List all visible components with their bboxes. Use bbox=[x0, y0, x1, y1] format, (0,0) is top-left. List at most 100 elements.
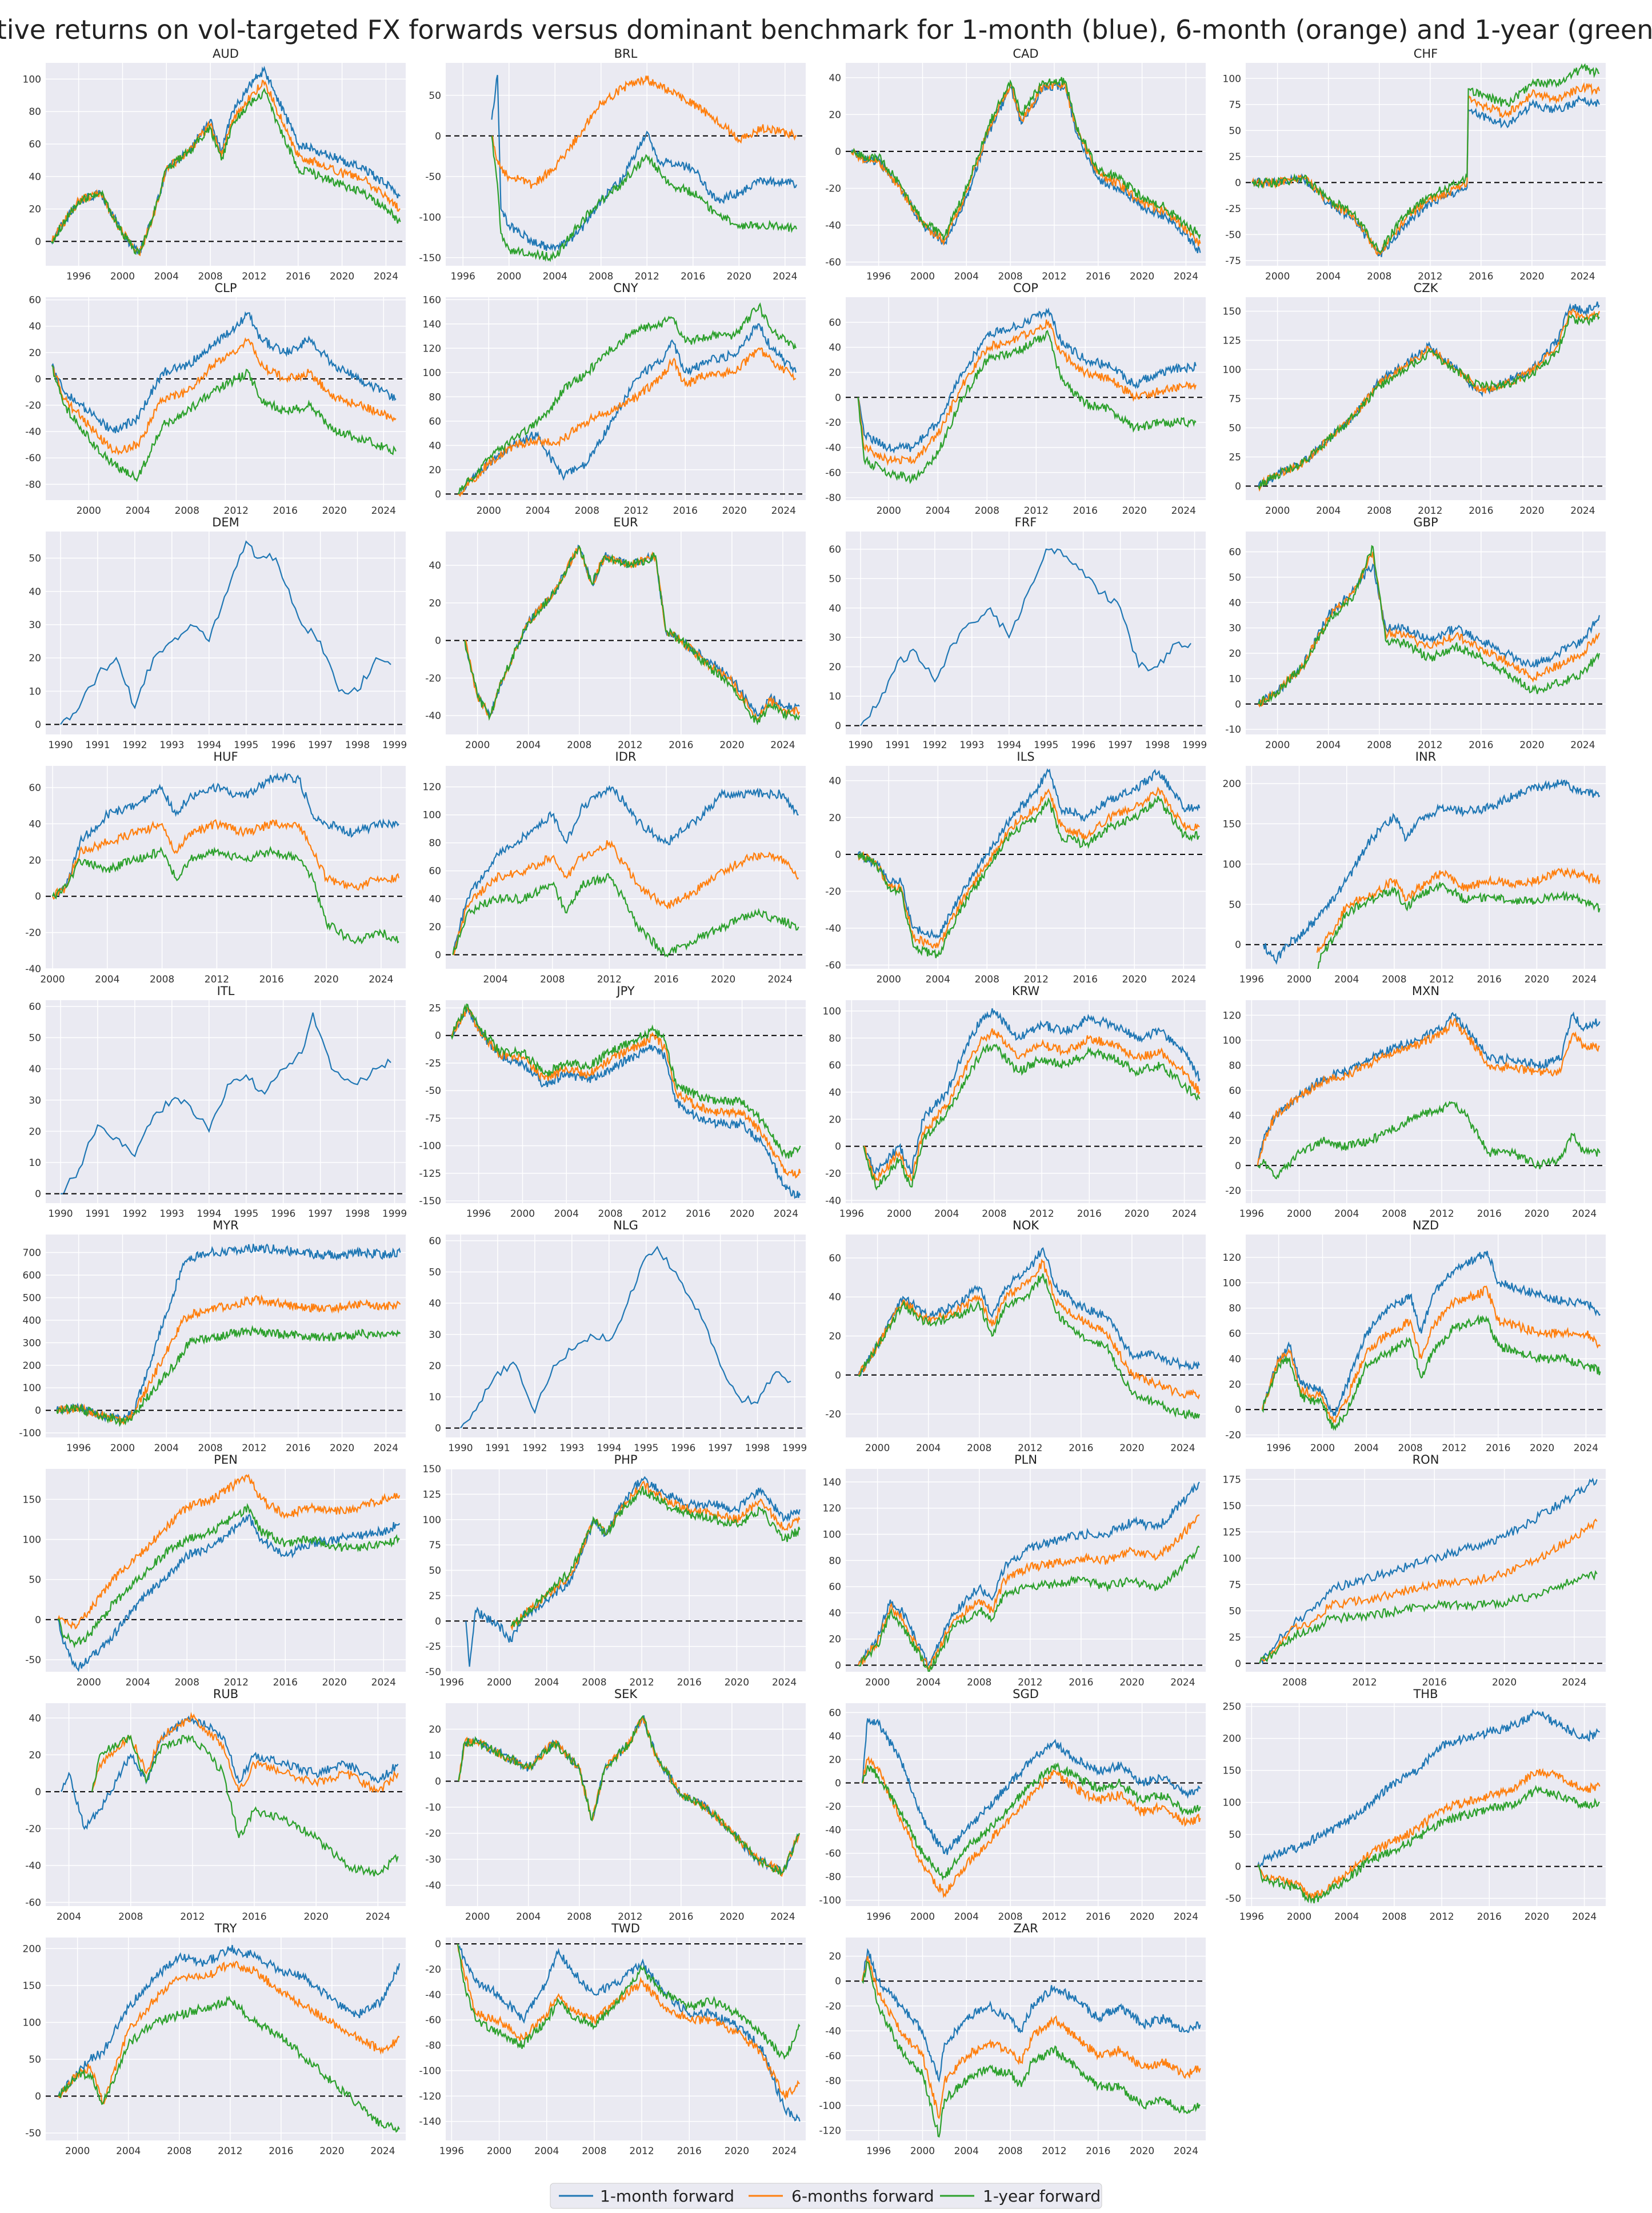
y-tick-label: 0 bbox=[435, 489, 441, 500]
panel-title: CLP bbox=[214, 281, 237, 295]
panel-thb: 1996 2000 2004 2008 2012 2016 2020 2024 -50 0 50 10… bbox=[1223, 1687, 1606, 1923]
x-tick-label: 2004 bbox=[916, 1443, 941, 1454]
x-tick-label: 1996 bbox=[1239, 1911, 1264, 1923]
y-tick-label: -20 bbox=[825, 183, 841, 194]
x-tick-label: 2016 bbox=[669, 740, 693, 751]
series-line-m6 bbox=[58, 1960, 400, 2104]
series-line-m1 bbox=[860, 548, 1191, 726]
y-tick-label: 200 bbox=[1223, 1733, 1241, 1745]
y-tick-label: 60 bbox=[429, 1236, 441, 1247]
y-tick-label: 20 bbox=[29, 1749, 41, 1761]
x-tick-label: 2024 bbox=[374, 271, 398, 282]
y-tick-label: -40 bbox=[425, 1990, 441, 2001]
x-tick-label: 2024 bbox=[774, 1208, 798, 1220]
y-tick-label: 100 bbox=[423, 810, 441, 821]
y-tick-label: 100 bbox=[823, 1529, 841, 1541]
series-line-m1 bbox=[1259, 1477, 1598, 1665]
x-tick-label: 2008 bbox=[582, 1677, 606, 1688]
x-tick-label: 2012 bbox=[624, 505, 649, 517]
x-tick-label: 1992 bbox=[922, 740, 947, 751]
x-tick-label: 1996 bbox=[439, 2146, 464, 2157]
x-tick-label: 2020 bbox=[322, 1677, 347, 1688]
y-tick-label: 20 bbox=[29, 1126, 41, 1137]
x-tick-label: 1996 bbox=[271, 740, 295, 751]
x-tick-label: 2012 bbox=[1418, 271, 1442, 282]
y-tick-label: 0 bbox=[1235, 1658, 1241, 1669]
y-tick-label: -60 bbox=[825, 468, 841, 479]
panel-title: ILS bbox=[1017, 750, 1034, 764]
x-tick-label: 2020 bbox=[730, 1208, 754, 1220]
y-tick-label: 50 bbox=[429, 1565, 441, 1577]
x-tick-label: 1992 bbox=[122, 1208, 147, 1220]
y-tick-label: 0 bbox=[835, 1660, 841, 1672]
x-tick-label: 2016 bbox=[242, 1911, 266, 1923]
x-tick-label: 2016 bbox=[1477, 974, 1502, 985]
panel-title: GBP bbox=[1413, 516, 1438, 529]
panel-mxn: 1996 2000 2004 2008 2012 2016 2020 2024 -20 0 20 40… bbox=[1223, 984, 1606, 1220]
y-tick-label: -40 bbox=[825, 220, 841, 231]
x-tick-label: 2008 bbox=[967, 1443, 991, 1454]
y-tick-label: -40 bbox=[825, 442, 841, 454]
panel-title: BRL bbox=[614, 47, 638, 61]
x-tick-label: 2020 bbox=[725, 2146, 749, 2157]
y-tick-label: -125 bbox=[419, 1168, 441, 1180]
x-tick-label: 2020 bbox=[304, 1911, 329, 1923]
x-tick-label: 2020 bbox=[725, 1677, 749, 1688]
panel-dem: 1990 1991 1992 1993 1994 1995 1996 1997 1998 1999… bbox=[29, 516, 407, 751]
x-tick-label: 1990 bbox=[448, 1443, 473, 1454]
panel-title: RUB bbox=[213, 1687, 238, 1701]
y-tick-label: 40 bbox=[1229, 597, 1241, 609]
series-line-y1 bbox=[1317, 882, 1601, 969]
series-line-m6 bbox=[1257, 1768, 1601, 1901]
y-tick-label: 500 bbox=[23, 1292, 41, 1304]
x-tick-label: 2024 bbox=[1170, 1443, 1195, 1454]
y-tick-label: 100 bbox=[23, 1383, 41, 1394]
x-tick-label: 1992 bbox=[122, 740, 147, 751]
y-tick-label: -20 bbox=[425, 1964, 441, 1975]
series-line-m6 bbox=[863, 1028, 1201, 1183]
x-tick-label: 2000 bbox=[510, 1208, 535, 1220]
y-tick-label: 40 bbox=[29, 321, 41, 333]
y-tick-label: 150 bbox=[1223, 306, 1241, 317]
x-tick-label: 2000 bbox=[487, 1677, 511, 1688]
x-tick-label: 2016 bbox=[1086, 1911, 1110, 1923]
series-line-y1 bbox=[863, 1043, 1201, 1191]
y-tick-label: -20 bbox=[825, 1409, 841, 1420]
y-tick-label: 40 bbox=[429, 560, 441, 572]
y-tick-label: 25 bbox=[1229, 452, 1241, 464]
y-tick-label: 50 bbox=[1229, 572, 1241, 584]
panel-background bbox=[446, 1703, 806, 1906]
panel-title: FRF bbox=[1015, 516, 1037, 529]
panel-nok: 2000 2004 2008 2012 2016 2020 2024 -20 0 20 40 60 NO… bbox=[825, 1219, 1206, 1454]
x-tick-label: 2000 bbox=[1310, 1443, 1335, 1454]
x-tick-label: 2020 bbox=[719, 740, 744, 751]
x-tick-label: 2000 bbox=[1287, 1911, 1311, 1923]
x-tick-label: 2012 bbox=[1352, 1677, 1377, 1688]
series-line-m6 bbox=[510, 1480, 801, 1631]
x-tick-label: 1996 bbox=[451, 271, 475, 282]
y-tick-label: -60 bbox=[25, 1898, 41, 1909]
panel-title: CZK bbox=[1414, 281, 1439, 295]
y-tick-label: 20 bbox=[29, 204, 41, 215]
panel-huf: 2000 2004 2008 2012 2016 2020 2024 -40 -20 0 20 40 6… bbox=[25, 750, 406, 985]
y-tick-label: -40 bbox=[25, 426, 41, 438]
x-tick-label: 2004 bbox=[954, 1911, 979, 1923]
y-tick-label: 20 bbox=[1229, 648, 1241, 660]
series-line-m1 bbox=[452, 785, 799, 955]
y-tick-label: 20 bbox=[429, 1724, 441, 1736]
series-line-m6 bbox=[457, 1943, 800, 2100]
panel-ils: 2000 2004 2008 2012 2016 2020 2024 -60 -40 -20 0 20… bbox=[825, 750, 1206, 985]
y-tick-label: 20 bbox=[429, 465, 441, 476]
x-tick-label: 2000 bbox=[110, 1443, 135, 1454]
x-tick-label: 2004 bbox=[1334, 1911, 1359, 1923]
y-tick-label: 20 bbox=[829, 1754, 841, 1765]
series-line-m1 bbox=[457, 1943, 801, 2122]
x-tick-label: 1991 bbox=[85, 1208, 110, 1220]
x-tick-label: 2020 bbox=[1125, 1208, 1149, 1220]
y-tick-label: 0 bbox=[435, 1939, 441, 1950]
y-tick-label: -60 bbox=[425, 2015, 441, 2026]
x-tick-label: 2004 bbox=[1316, 740, 1341, 751]
x-tick-label: 2020 bbox=[1130, 271, 1154, 282]
panel-title: TRY bbox=[214, 1922, 237, 1935]
y-tick-label: 100 bbox=[423, 367, 441, 379]
